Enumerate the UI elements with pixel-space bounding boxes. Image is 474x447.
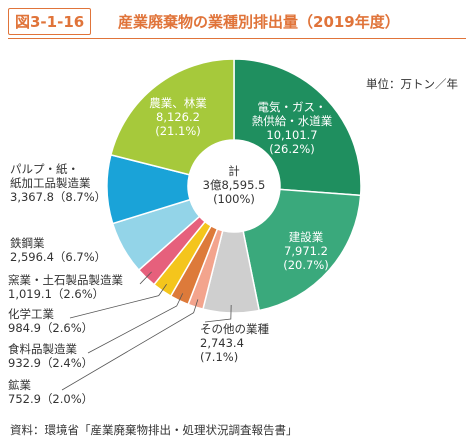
total-title: 計 [228,164,240,178]
slice [109,58,235,176]
leader-line [87,293,184,354]
category-label: 食料品製造業 [8,342,77,356]
value-line: 984.9（2.6%） [8,321,93,335]
total-percent: (100%) [213,192,255,206]
category-label: パルプ・紙・ 紙加工品製造業 [10,162,91,190]
percent-label: (7.1%) [200,350,239,364]
value-line: 3,367.8（8.7%） [10,190,106,204]
percent-label: （2.6%） [40,321,94,335]
slice-label: パルプ・紙・ 紙加工品製造業 3,367.8（8.7%） [10,162,106,204]
source: 資料：環境省「産業廃棄物排出・処理状況調査報告書」 [10,423,298,437]
leader-line [139,271,152,285]
leader-line [204,304,232,323]
percent-label: （2.0%） [40,392,94,406]
percent-label: （2.6%） [51,287,105,301]
leader-line [61,299,199,391]
value-label: 752.9 [8,392,41,406]
value-label: 10,101.7 [266,128,318,142]
value-label: 2,596.4 [10,250,54,264]
value-label: 7,971.2 [284,244,328,258]
chart-title: 産業廃棄物の業種別排出量（2019年度） [118,13,400,31]
leader-line [69,283,167,319]
category-label: 電気・ガス・ 熱供給・水道業 [251,100,333,128]
value-label: 2,743.4 [200,336,244,350]
value-label: 3,367.8 [10,190,54,204]
category-label: 鉄鋼業 [10,236,45,250]
value-label: 8,126.2 [156,110,200,124]
category-label: 化学工業 [8,307,54,321]
percent-label: (26.2%) [269,142,315,156]
value-line: 932.9（2.4%） [8,356,93,370]
slice-label: 農業、林業 8,126.2 (21.1%) [149,96,207,138]
slice-label: 電気・ガス・ 熱供給・水道業 10,101.7 (26.2%) [252,100,333,156]
percent-label: (21.1%) [155,124,201,138]
category-label: 鉱業 [8,378,31,392]
value-label: 1,019.1 [8,287,52,301]
slice-label: 窯業・土石製品製造業 1,019.1（2.6%） [8,273,123,301]
slice [233,58,362,197]
category-label: 窯業・土石製品製造業 [8,273,123,287]
value-label: 984.9 [8,321,41,335]
percent-label: (20.7%) [283,258,329,272]
slice-label: 食料品製造業 932.9（2.4%） [8,342,93,370]
slice-label: 鉱業 752.9（2.0%） [8,378,93,406]
total-label: 計 3億8,595.5 (100%) [203,164,266,206]
category-label: その他の業種 [200,322,269,336]
slice-label: 鉄鋼業 2,596.4（6.7%） [10,236,106,264]
percent-label: （2.4%） [40,356,94,370]
slice [242,188,362,312]
category-label: 農業、林業 [149,96,207,110]
total-value: 3億8,595.5 [202,178,266,192]
value-label: 932.9 [8,356,41,370]
slice-label: 化学工業 984.9（2.6%） [8,307,93,335]
percent-label: （8.7%） [53,190,107,204]
value-line: 752.9（2.0%） [8,392,93,406]
value-line: 1,019.1（2.6%） [8,287,123,301]
percent-label: （6.7%） [53,250,107,264]
unit-label: 単位：万トン／年 [366,77,458,91]
figure-label: 図3-1-16 [8,8,92,35]
category-label: 建設業 [288,230,324,244]
title-rule [8,38,466,39]
value-line: 2,596.4（6.7%） [10,250,106,264]
slice-label: 建設業 7,971.2 (20.7%) [283,230,329,272]
slice-label: その他の業種 2,743.4 (7.1%) [200,322,269,364]
